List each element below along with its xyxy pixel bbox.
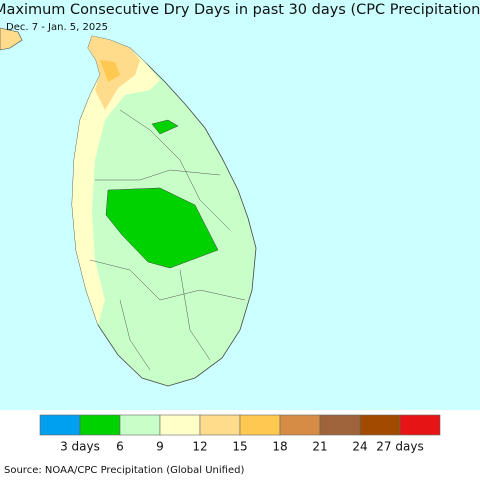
legend-swatch [39, 414, 81, 436]
legend-swatch [279, 414, 321, 436]
legend-label: 9 [156, 440, 164, 454]
legend-label: 6 [116, 440, 124, 454]
legend-label: 3 days [60, 440, 100, 454]
legend-label: 15 [232, 440, 247, 454]
legend-swatch [359, 414, 401, 436]
dry-zone-dark [100, 60, 120, 82]
wet-zone [105, 187, 219, 269]
legend-label: 21 [312, 440, 327, 454]
legend-swatch [119, 414, 161, 436]
legend: 3 days 6 9 12 15 18 21 24 27 days [39, 414, 441, 454]
district-borders [89, 109, 246, 371]
legend-label: 18 [272, 440, 287, 454]
india-coast [0, 27, 23, 51]
legend-swatch [199, 414, 241, 436]
wet-zone [151, 119, 179, 135]
map-subtitle: Dec. 7 - Jan. 5, 2025 [6, 22, 108, 33]
source: Source: NOAA/CPC Precipitation (Global U… [4, 465, 244, 476]
legend-swatch [159, 414, 201, 436]
legend-label: 27 days [376, 440, 423, 454]
legend-label: 12 [192, 440, 207, 454]
legend-swatch [399, 414, 441, 436]
dry-zone-yellow [72, 36, 160, 325]
legend-swatch [319, 414, 361, 436]
map-title: Maximum Consecutive Dry Days in past 30 … [0, 2, 480, 18]
legend-swatch [239, 414, 281, 436]
legend-label: 24 [352, 440, 367, 454]
legend-swatch [79, 414, 121, 436]
